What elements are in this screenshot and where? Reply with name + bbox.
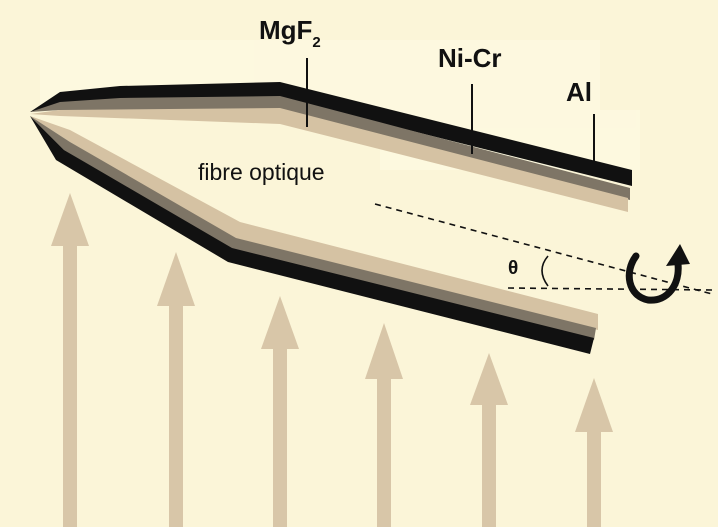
angle-arc bbox=[541, 255, 549, 287]
horizontal-reference-line bbox=[507, 287, 713, 291]
nicr-label: Ni-Cr bbox=[438, 43, 502, 73]
mgf2-layer-lower bbox=[30, 116, 598, 330]
light-arrow bbox=[470, 353, 508, 527]
al-label: Al bbox=[566, 77, 592, 107]
light-arrow bbox=[157, 252, 195, 527]
light-arrow bbox=[51, 193, 89, 527]
aluminium-layer-upper bbox=[30, 82, 632, 186]
leader-lines bbox=[306, 58, 595, 162]
fibre-tip-lower bbox=[30, 116, 598, 354]
mgf2-layer-upper bbox=[30, 108, 628, 212]
angle-lines bbox=[374, 203, 713, 295]
fibre-tip-upper bbox=[30, 82, 632, 212]
incident-light-arrows bbox=[51, 193, 613, 527]
fibre-label: fibre optique bbox=[198, 159, 325, 185]
nicr-layer-lower bbox=[30, 116, 596, 340]
light-arrow bbox=[575, 378, 613, 527]
aluminium-layer-lower bbox=[30, 116, 594, 354]
rotation-arrow-icon bbox=[625, 244, 690, 304]
mgf2-label: MgF2 bbox=[259, 15, 321, 51]
light-arrow bbox=[365, 323, 403, 527]
theta-label: θ bbox=[508, 258, 518, 279]
nicr-layer-upper bbox=[30, 96, 630, 200]
light-arrow bbox=[261, 296, 299, 527]
fibre-axis-line bbox=[374, 203, 713, 295]
